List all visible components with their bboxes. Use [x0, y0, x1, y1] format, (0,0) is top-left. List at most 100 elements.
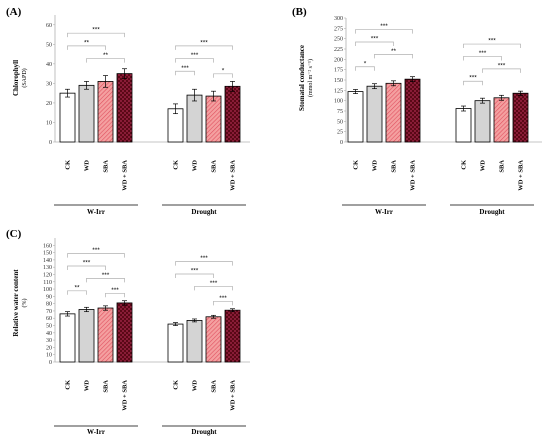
bar-sba: [97, 81, 114, 143]
significance-bracket: [355, 41, 394, 46]
category-label: WD: [480, 160, 487, 172]
category-label: WD: [372, 160, 379, 172]
significance-label: ***: [219, 295, 227, 302]
category-label: WD: [192, 160, 199, 172]
category-label: CK: [461, 160, 468, 170]
category-label: WD: [84, 380, 91, 392]
significance-label: ***: [469, 75, 477, 82]
y-tick-label: 160: [43, 243, 52, 249]
panel-a: (A) 0 10 20 30 40 50 60 Chlorophyll (SAPD) CK WD SBA…: [6, 6, 250, 216]
y-tick-label: 20: [46, 345, 52, 351]
category-label: SBA: [103, 160, 110, 173]
y-tick-label: 130: [43, 265, 52, 271]
bar-wd: [78, 309, 95, 363]
significance-label: ***: [191, 52, 199, 59]
group-label: Drought: [479, 208, 505, 216]
category-label: CK: [65, 380, 72, 390]
category-label: WD + SBA: [410, 160, 417, 191]
bar-sba: [97, 307, 114, 363]
y-tick-label: 30: [46, 338, 52, 344]
significance-label: **: [74, 284, 80, 291]
category-label: CK: [65, 160, 72, 170]
category-label: CK: [353, 160, 360, 170]
significance-label: ***: [380, 23, 388, 30]
significance-bracket: [175, 58, 214, 63]
significance-label: **: [84, 39, 90, 46]
category-label: WD + SBA: [230, 160, 237, 191]
y-tick-label: 50: [46, 42, 52, 48]
y-axis-unit: (mmol m⁻² s⁻¹): [307, 59, 314, 97]
significance-bracket: [355, 29, 413, 34]
category-label: WD: [192, 380, 199, 392]
bar-sba: [205, 95, 222, 143]
significance-label: ***: [210, 280, 218, 287]
y-tick-label: 120: [43, 272, 52, 278]
y-tick-label: 140: [43, 258, 52, 264]
significance-label: ***: [200, 255, 208, 262]
y-axis-unit: (SAPD): [21, 68, 28, 87]
y-tick-label: 25: [337, 130, 343, 136]
bar-sba: [205, 316, 222, 363]
category-label: CK: [173, 380, 180, 390]
category-label: SBA: [499, 160, 506, 173]
y-tick-label: 50: [337, 119, 343, 125]
category-label: SBA: [211, 160, 218, 173]
significance-label: ***: [102, 272, 110, 279]
significance-label: ***: [488, 38, 496, 45]
y-tick-label: 40: [46, 331, 52, 337]
bar-wdsba: [116, 302, 133, 363]
category-label: WD + SBA: [122, 380, 129, 411]
bar-sba: [385, 82, 402, 143]
significance-bracket: [67, 290, 87, 295]
y-tick-label: 60: [46, 23, 52, 29]
significance-bracket: [175, 261, 233, 266]
bar-ck: [455, 108, 472, 143]
significance-label: ***: [191, 268, 199, 275]
y-tick-label: 30: [46, 81, 52, 87]
bar-wdsba: [116, 73, 133, 143]
panel-label: (B): [292, 6, 307, 18]
y-tick-label: 200: [334, 57, 343, 63]
y-tick-label: 225: [334, 47, 343, 53]
significance-label: ***: [83, 260, 91, 267]
significance-bracket: [355, 66, 375, 71]
category-label: SBA: [103, 380, 110, 393]
significance-bracket: [86, 278, 125, 283]
bar-wd: [186, 94, 203, 143]
significance-label: ***: [181, 65, 189, 72]
y-tick-label: 300: [334, 16, 343, 22]
panel-label: (A): [6, 6, 22, 18]
y-tick-label: 50: [46, 324, 52, 330]
bar-wd: [78, 84, 95, 143]
bar-sba: [493, 97, 510, 143]
significance-label: ***: [92, 27, 100, 34]
significance-bracket: [175, 273, 214, 279]
category-label: WD + SBA: [518, 160, 525, 191]
y-tick-label: 60: [46, 316, 52, 322]
category-label: WD + SBA: [230, 380, 237, 411]
category-label: SBA: [391, 160, 398, 173]
y-tick-label: 90: [46, 294, 52, 300]
y-tick-label: 0: [49, 140, 52, 146]
y-tick-label: 175: [334, 68, 343, 74]
y-tick-label: 100: [334, 99, 343, 105]
significance-label: ***: [371, 35, 379, 42]
significance-bracket: [105, 292, 125, 298]
y-tick-label: 10: [46, 353, 52, 359]
bar-ck: [59, 313, 76, 363]
y-axis-unit: (%): [21, 299, 28, 308]
significance-label: ***: [479, 50, 487, 57]
significance-label: ***: [200, 39, 208, 46]
significance-bracket: [67, 32, 125, 38]
y-tick-label: 125: [334, 88, 343, 94]
significance-bracket: [463, 56, 502, 61]
y-tick-label: 275: [334, 26, 343, 32]
bar-ck: [59, 92, 76, 143]
category-label: WD + SBA: [122, 160, 129, 191]
significance-bracket: [463, 80, 483, 86]
significance-bracket: [374, 54, 413, 59]
y-tick-label: 10: [46, 120, 52, 126]
group-label: W-Irr: [375, 208, 393, 216]
significance-bracket: [482, 68, 521, 73]
